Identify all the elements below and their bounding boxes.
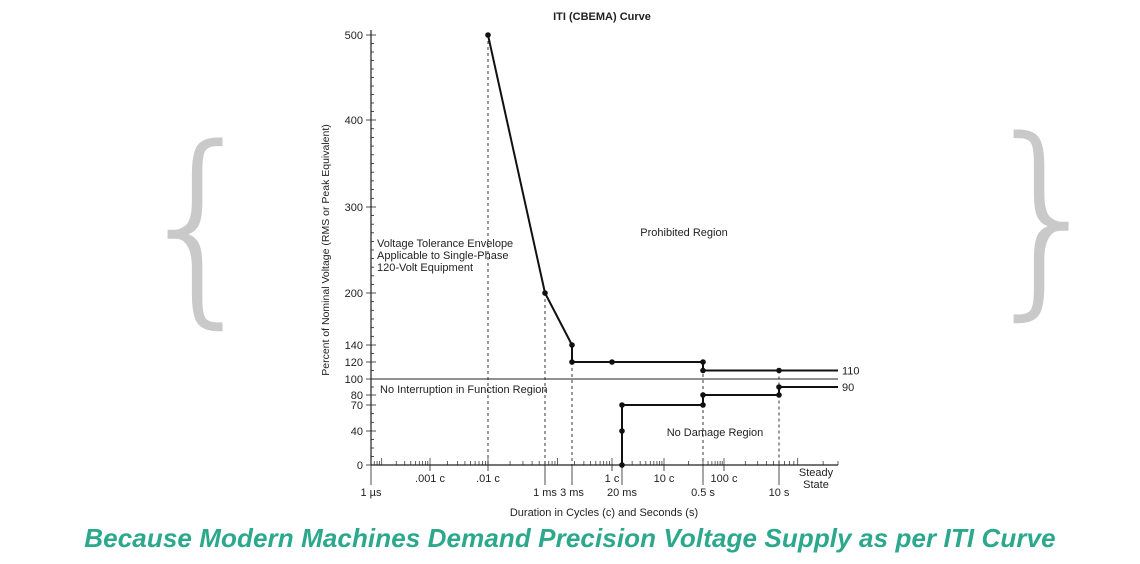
y-tick-label: 70	[351, 400, 363, 412]
y-tick-label: 200	[345, 288, 363, 300]
y-tick-label: 0	[357, 460, 363, 472]
data-point	[700, 359, 706, 365]
envelope-line-upper	[487, 34, 838, 372]
data-point	[700, 392, 706, 398]
region-annotation: Prohibited Region	[640, 227, 727, 239]
region-annotation: 120-Volt Equipment	[377, 262, 473, 274]
envelope-end-label: 90	[842, 382, 854, 394]
envelope-end-label: 110	[842, 366, 860, 378]
envelope-line-lower	[621, 386, 838, 465]
y-tick-label: 100	[345, 374, 363, 386]
x-lower-tick-label: 1 ms	[533, 487, 557, 499]
caption-banner: Because Modern Machines Demand Precision…	[84, 523, 1056, 553]
x-upper-tick-label: 10 c	[654, 473, 675, 485]
x-upper-tick-label: 1 c	[605, 473, 620, 485]
x-upper-tick-label: .01 c	[476, 473, 500, 485]
x-axis-label: Duration in Cycles (c) and Seconds (s)	[510, 507, 698, 519]
data-point	[485, 32, 491, 38]
right-brace-decoration: }	[978, 94, 1112, 339]
data-point	[619, 428, 625, 434]
y-tick-label: 400	[345, 115, 363, 127]
data-point	[776, 392, 782, 398]
data-point	[609, 359, 615, 365]
region-annotation: No Damage Region	[667, 427, 764, 439]
y-tick-label: 300	[345, 202, 363, 214]
data-point	[776, 367, 782, 374]
x-upper-tick-label: .001 c	[415, 473, 445, 485]
left-brace-decoration: {	[132, 102, 266, 347]
data-point	[619, 462, 625, 468]
y-tick-label: 140	[345, 340, 363, 352]
x-upper-tick-label: 100 c	[711, 473, 738, 485]
iti-cbema-chart: ITI (CBEMA) Curve Percent of Nominal Vol…	[320, 11, 860, 519]
x-lower-tick-label: 3 ms	[560, 487, 584, 499]
data-point	[619, 402, 625, 408]
region-annotation: Applicable to Single-Phase	[377, 250, 508, 262]
chart-title: ITI (CBEMA) Curve	[553, 11, 651, 23]
y-tick-label: 80	[351, 390, 363, 402]
region-annotation: Voltage Tolerance Envelope	[377, 238, 513, 250]
data-point	[569, 359, 575, 365]
x-lower-tick-label: 0.5 s	[691, 487, 715, 499]
x-lower-tick-label: 1 µs	[360, 487, 382, 499]
data-point	[700, 402, 706, 408]
data-point	[569, 342, 575, 348]
y-axis-label: Percent of Nominal Voltage (RMS or Peak …	[320, 124, 332, 376]
steady-state-label: State	[803, 479, 829, 491]
y-tick-label: 500	[345, 30, 363, 42]
data-point	[542, 290, 548, 296]
data-point	[776, 384, 782, 390]
steady-state-label: Steady	[799, 467, 834, 479]
y-tick-label: 40	[351, 426, 363, 438]
region-annotation: No Interruption in Function Region	[380, 384, 548, 396]
data-point	[700, 367, 706, 374]
y-tick-label: 120	[345, 357, 363, 369]
x-lower-tick-label: 10 s	[769, 487, 790, 499]
x-lower-tick-label: 20 ms	[607, 487, 637, 499]
